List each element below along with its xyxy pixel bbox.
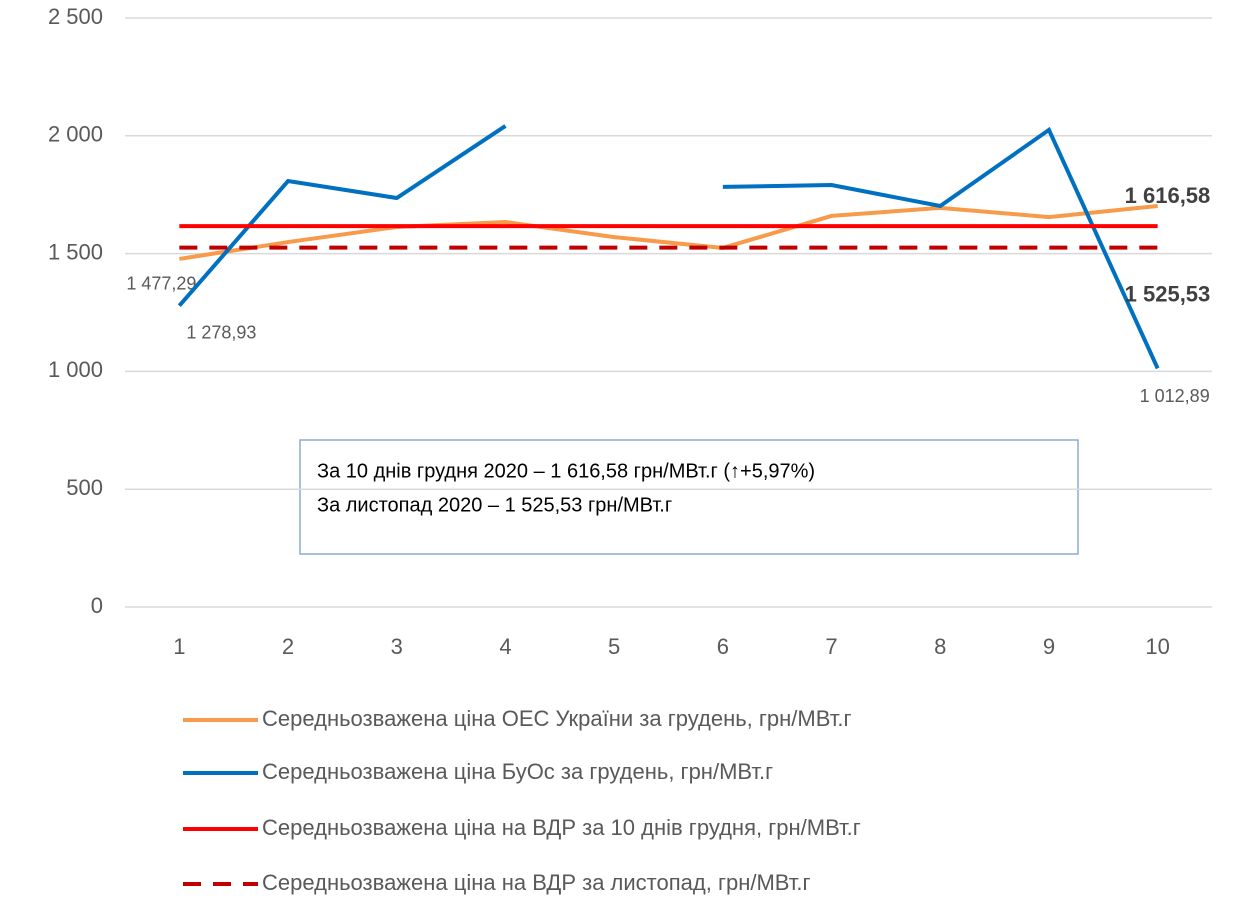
data-label: 1 477,29 bbox=[126, 274, 196, 294]
x-tick-label: 4 bbox=[499, 634, 511, 659]
data-label: 1 012,89 bbox=[1140, 386, 1210, 406]
x-tick-label: 10 bbox=[1145, 634, 1169, 659]
x-tick-label: 6 bbox=[717, 634, 729, 659]
x-tick-label: 7 bbox=[825, 634, 837, 659]
y-tick-label: 500 bbox=[66, 475, 103, 500]
x-tick-label: 1 bbox=[173, 634, 185, 659]
legend-label: Середньозважена ціна на ВДР за 10 днів г… bbox=[262, 815, 861, 840]
data-label: 1 525,53 bbox=[1125, 281, 1211, 306]
annotation-box bbox=[299, 439, 1079, 555]
legend-label: Середньозважена ціна на ВДР за листопад,… bbox=[262, 870, 811, 895]
x-tick-label: 8 bbox=[934, 634, 946, 659]
series-line bbox=[179, 204, 1158, 261]
plot: 0 500 1 000 1 500 2 000 2 500 1 2 3 4 5 6 7 8 9 10 1 477… bbox=[48, 4, 1212, 895]
series-line bbox=[722, 126, 1160, 370]
series-line bbox=[177, 124, 507, 307]
data-label: 1 616,58 bbox=[1125, 183, 1211, 208]
data-label: 1 278,93 bbox=[186, 322, 256, 342]
x-tick-label: 2 bbox=[282, 634, 294, 659]
x-tick-label: 9 bbox=[1043, 634, 1055, 659]
x-tick-label: 5 bbox=[608, 634, 620, 659]
annotation: За 10 днів грудня 2020 – 1 616,58 грн/МВ… bbox=[317, 460, 815, 482]
y-tick-label: 1 000 bbox=[48, 357, 103, 382]
y-tick-label: 2 000 bbox=[48, 122, 103, 147]
x-tick-label: 3 bbox=[391, 634, 403, 659]
y-tick-label: 1 500 bbox=[48, 239, 103, 264]
annotation: За листопад 2020 – 1 525,53 грн/МВт.г bbox=[317, 494, 672, 516]
legend-label: Середньозважена ціна БуОс за грудень, гр… bbox=[262, 759, 773, 784]
y-tick-label: 2 500 bbox=[48, 4, 103, 29]
y-tick-label: 0 bbox=[91, 593, 103, 618]
legend-label: Середньозважена ціна ОЕС України за груд… bbox=[262, 706, 851, 731]
